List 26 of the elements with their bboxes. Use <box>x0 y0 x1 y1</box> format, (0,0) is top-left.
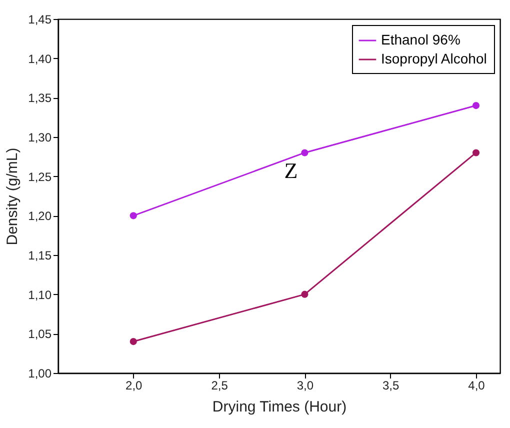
point <box>301 149 308 156</box>
y-tick-label: 1,15 <box>28 248 52 262</box>
point <box>130 338 137 346</box>
legend-label: Isopropyl Alcohol <box>381 50 487 66</box>
y-tick-label: 1,05 <box>28 327 52 342</box>
y-tick-label: 1,40 <box>28 52 52 66</box>
x-tick-label: 2,0 <box>126 378 143 392</box>
x-tick-label: 3,0 <box>296 378 314 392</box>
point <box>130 212 137 220</box>
y-axis-title: Density (g/mL) <box>4 148 22 246</box>
point <box>472 102 480 110</box>
x-tick-label: 3,5 <box>382 378 400 392</box>
point <box>301 290 308 298</box>
x-tick-label: 2,5 <box>211 378 228 392</box>
y-tick-label: 1,35 <box>28 91 52 106</box>
y-tick-label: 1,45 <box>28 12 52 26</box>
y-tick-label: 1,25 <box>28 170 52 184</box>
point <box>472 149 480 156</box>
x-axis-title: Drying Times (Hour) <box>212 398 347 416</box>
annotation: Z <box>284 158 298 183</box>
x-tick-label: 4,0 <box>468 378 486 392</box>
legend-label: Ethanol 96% <box>381 32 460 48</box>
y-tick-label: 1,10 <box>28 288 52 302</box>
y-tick-label: 1,30 <box>28 130 52 144</box>
y-tick-label: 1,20 <box>28 209 52 224</box>
y-tick-label: 1,00 <box>28 366 52 380</box>
